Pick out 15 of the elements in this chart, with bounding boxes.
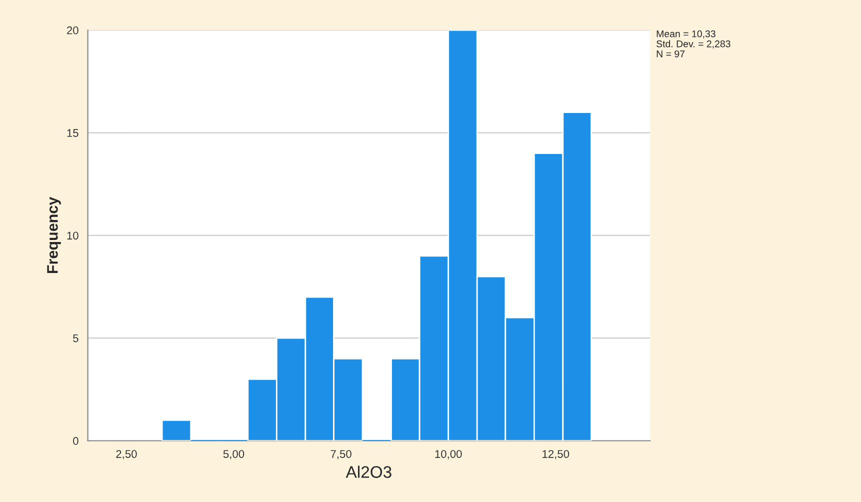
y-tick-label: 0 xyxy=(73,437,78,445)
y-tick-label: 20 xyxy=(66,26,78,34)
x-axis-title: Al2O3 xyxy=(346,466,392,478)
x-tick-label: 12,50 xyxy=(542,450,570,460)
y-axis-title: Frequency xyxy=(47,196,61,274)
text: Std. Dev. = 2,283 xyxy=(656,40,730,48)
text: N = 97 xyxy=(656,50,685,58)
y-tick-label: 5 xyxy=(73,334,78,342)
x-tick-label: 2,50 xyxy=(116,450,137,460)
x-tick-label: 7,50 xyxy=(330,450,352,460)
text: Mean = 10,33 xyxy=(656,30,716,38)
x-tick-label: 5,00 xyxy=(223,450,244,460)
y-tick-label: 15 xyxy=(67,129,78,137)
y-tick-label: 10 xyxy=(67,232,78,240)
x-tick-label: 10,00 xyxy=(435,450,462,460)
